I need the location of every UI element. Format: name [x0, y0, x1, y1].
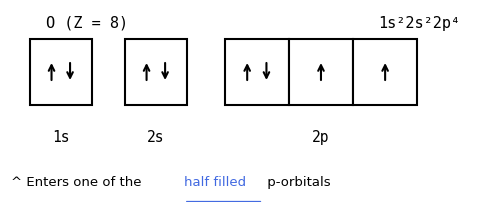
Bar — [30, 38, 92, 104]
Bar — [289, 38, 353, 104]
Text: ^ Enters one of the: ^ Enters one of the — [11, 176, 146, 189]
Text: O (Z = 8): O (Z = 8) — [46, 16, 128, 31]
Bar — [125, 38, 187, 104]
Bar — [353, 38, 417, 104]
Text: half filled: half filled — [184, 176, 246, 189]
Bar — [225, 38, 289, 104]
Text: 1s: 1s — [52, 130, 69, 145]
Text: 1s²2s²2p⁴: 1s²2s²2p⁴ — [379, 16, 461, 31]
Text: p-orbitals: p-orbitals — [263, 176, 331, 189]
Text: 2s: 2s — [147, 130, 164, 145]
Text: 2p: 2p — [312, 130, 330, 145]
